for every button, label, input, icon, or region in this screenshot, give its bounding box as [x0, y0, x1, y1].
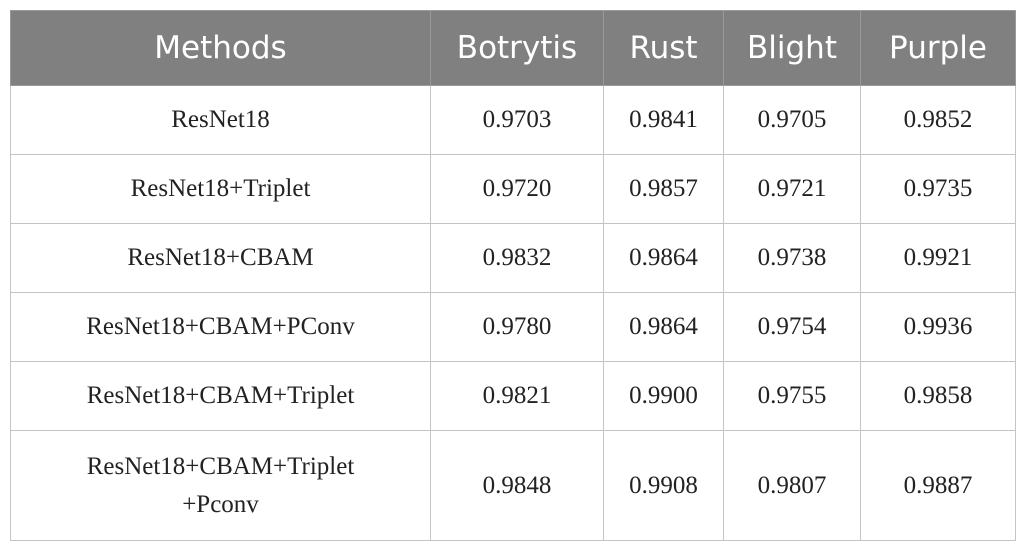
header-cell: Purple [860, 10, 1016, 86]
value-cell: 0.9841 [603, 85, 724, 155]
header-cell: Botrytis [430, 10, 604, 86]
method-text: ResNet18+CBAM+PConv [86, 313, 355, 340]
method-cell: ResNet18 [10, 85, 431, 155]
value-cell: 0.9721 [723, 154, 861, 224]
method-text: ResNet18+CBAM+Triplet [86, 382, 355, 409]
value-cell: 0.9921 [860, 223, 1016, 293]
value-cell: 0.9755 [723, 361, 861, 431]
value-cell: 0.9864 [603, 223, 724, 293]
value-cell: 0.9858 [860, 361, 1016, 431]
value-cell: 0.9864 [603, 292, 724, 362]
value-cell: 0.9857 [603, 154, 724, 224]
table-row: ResNet18+CBAM+Triplet +Pconv 0.9848 0.9908 0… [10, 430, 1016, 541]
value-cell: 0.9852 [860, 85, 1016, 155]
value-cell: 0.9738 [723, 223, 861, 293]
value-cell: 0.9735 [860, 154, 1016, 224]
table-container: Methods Botrytis Rust Blight Purple ResNet18… [10, 10, 1016, 541]
header-row: Methods Botrytis Rust Blight Purple [10, 10, 1016, 86]
value-cell: 0.9848 [430, 430, 604, 541]
value-cell: 0.9821 [430, 361, 604, 431]
table-row: ResNet18+Triplet 0.9720 0.9857 0.9721 0.9735 [10, 154, 1016, 224]
table-row: ResNet18 0.9703 0.9841 0.9705 0.9852 [10, 85, 1016, 155]
value-cell: 0.9832 [430, 223, 604, 293]
table-row: ResNet18+CBAM+PConv 0.9780 0.9864 0.9754 0.9… [10, 292, 1016, 362]
method-cell: ResNet18+CBAM+Triplet [10, 361, 431, 431]
value-cell: 0.9720 [430, 154, 604, 224]
method-text: ResNet18+Triplet [130, 175, 311, 202]
value-cell: 0.9887 [860, 430, 1016, 541]
method-cell: ResNet18+CBAM [10, 223, 431, 293]
method-text: ResNet18 [171, 106, 270, 133]
value-cell: 0.9703 [430, 85, 604, 155]
method-cell: ResNet18+CBAM+PConv [10, 292, 431, 362]
value-cell: 0.9936 [860, 292, 1016, 362]
method-cell: ResNet18+CBAM+Triplet +Pconv [10, 430, 431, 541]
value-cell: 0.9754 [723, 292, 861, 362]
method-cell: ResNet18+Triplet [10, 154, 431, 224]
table-row: ResNet18+CBAM+Triplet 0.9821 0.9900 0.9755 0… [10, 361, 1016, 431]
method-text: ResNet18+CBAM [127, 244, 314, 271]
value-cell: 0.9900 [603, 361, 724, 431]
value-cell: 0.9908 [603, 430, 724, 541]
value-cell: 0.9780 [430, 292, 604, 362]
method-text: ResNet18+CBAM+Triplet [86, 452, 355, 480]
header-cell: Rust [603, 10, 724, 86]
value-cell: 0.9705 [723, 85, 861, 155]
method-text: +Pconv [182, 490, 259, 518]
table-body: ResNet18 0.9703 0.9841 0.9705 0.9852 ResNet18… [10, 85, 1016, 541]
value-cell: 0.9807 [723, 430, 861, 541]
header-cell: Blight [723, 10, 861, 86]
header-cell: Methods [10, 10, 431, 86]
results-table: Methods Botrytis Rust Blight Purple ResNet18… [10, 10, 1016, 541]
table-row: ResNet18+CBAM 0.9832 0.9864 0.9738 0.9921 [10, 223, 1016, 293]
